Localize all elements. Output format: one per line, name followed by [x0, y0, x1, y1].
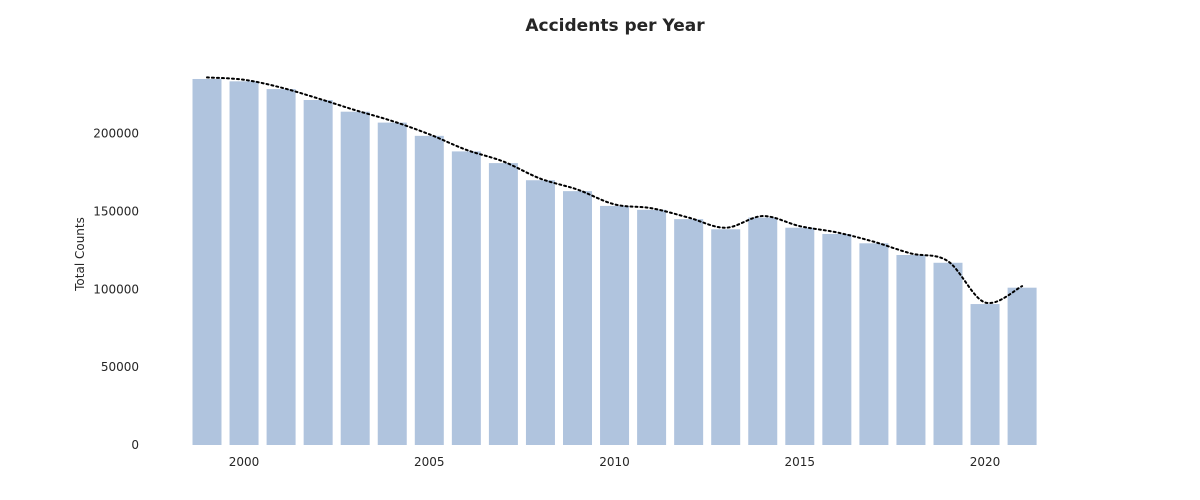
- x-tick-label: 2015: [785, 455, 816, 469]
- y-axis-label: Total Counts: [73, 217, 87, 292]
- bar-2002: [303, 100, 333, 445]
- bar-2006: [451, 151, 481, 445]
- bar-2000: [229, 81, 259, 445]
- trend-line: [206, 76, 1024, 305]
- x-tick-label: 2005: [414, 455, 445, 469]
- bar-2016: [822, 233, 852, 445]
- bar-2020: [970, 304, 1000, 445]
- bar-2014: [748, 217, 778, 445]
- x-ticks: 2000 2005 2010 2015 2020: [229, 455, 1001, 469]
- bar-2013: [711, 229, 741, 445]
- bar-2015: [785, 227, 815, 445]
- y-tick-label: 0: [131, 438, 139, 452]
- y-tick-label: 100000: [93, 282, 139, 296]
- chart-title: Accidents per Year: [525, 16, 705, 36]
- y-ticks: 0 50000 100000 150000 200000: [93, 127, 139, 453]
- bar-2003: [340, 111, 370, 445]
- bar-2021: [1007, 287, 1037, 445]
- bar-2019: [933, 262, 963, 445]
- x-tick-label: 2020: [970, 455, 1001, 469]
- x-tick-label: 2000: [229, 455, 260, 469]
- y-tick-label: 200000: [93, 127, 139, 141]
- y-tick-label: 150000: [93, 204, 139, 218]
- bar-2005: [414, 135, 444, 445]
- bar-2004: [377, 122, 407, 445]
- y-tick-label: 50000: [101, 360, 139, 374]
- bar-2017: [859, 243, 889, 445]
- bar-2011: [637, 209, 667, 445]
- bar-2001: [266, 89, 296, 446]
- bar-2008: [525, 180, 555, 445]
- x-tick-label: 2010: [599, 455, 630, 469]
- bars: [192, 78, 1037, 446]
- bar-2018: [896, 254, 926, 445]
- bar-2007: [488, 163, 518, 445]
- bar-2009: [563, 191, 592, 445]
- bar-2010: [600, 205, 630, 445]
- bar-1999: [192, 78, 222, 446]
- bar-2012: [674, 219, 704, 445]
